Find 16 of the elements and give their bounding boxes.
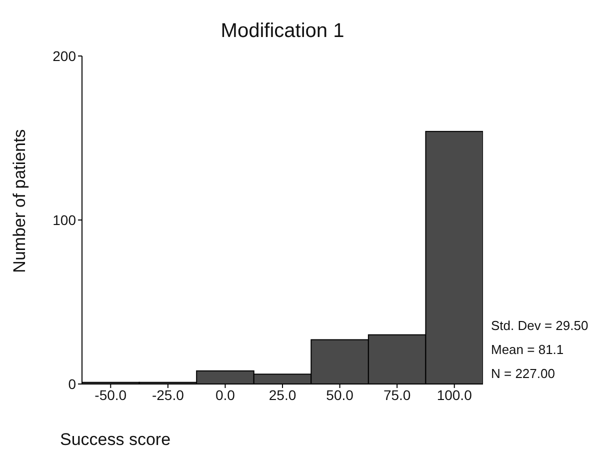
text: Mean = 81.1 bbox=[491, 341, 565, 359]
x-tick-label: -50.0 bbox=[94, 386, 127, 403]
x-tick-label: -25.0 bbox=[152, 386, 184, 403]
y-tick-label: 0 bbox=[68, 376, 76, 392]
x-axis-title: Success score bbox=[60, 430, 171, 450]
chart-title: Modification 1 bbox=[220, 20, 346, 43]
y-axis-title: Number of patients bbox=[10, 129, 30, 273]
x-tick-label: 50.0 bbox=[326, 386, 354, 403]
x-tick-label: 0.0 bbox=[215, 386, 236, 403]
y-tick-label: 100 bbox=[52, 212, 76, 228]
x-tick-label: 75.0 bbox=[383, 386, 411, 403]
x-tick-label: 25.0 bbox=[268, 386, 296, 403]
x-tick-label: 100.0 bbox=[436, 386, 472, 403]
y-tick-label: 200 bbox=[52, 48, 76, 64]
text: N = 227.00 bbox=[491, 365, 556, 383]
text: Std. Dev = 29.50 bbox=[491, 317, 588, 335]
